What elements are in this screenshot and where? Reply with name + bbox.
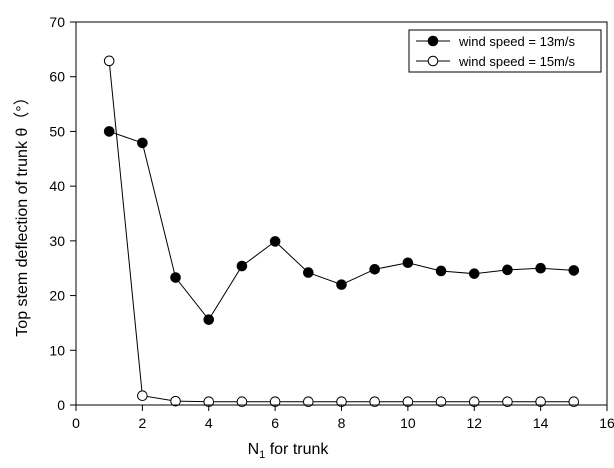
series-1-point	[103, 126, 115, 137]
legend-label-13: wind speed = 13m/s	[458, 34, 575, 49]
x-tick-label: 4	[205, 415, 213, 431]
series-2-point	[568, 396, 580, 408]
legend-label-15: wind speed = 15m/s	[458, 54, 575, 69]
y-tick-label: 70	[49, 14, 65, 30]
series-line-2	[108, 60, 574, 403]
series-1-point	[236, 260, 248, 272]
series-1-point	[203, 314, 215, 325]
series-2-point	[303, 396, 314, 408]
series-1-point	[535, 262, 546, 274]
legend-box	[408, 29, 602, 73]
series-2-point	[236, 396, 248, 408]
x-tick-label: 6	[271, 415, 279, 431]
plot-frame	[75, 21, 608, 406]
x-tick-label: 16	[599, 415, 614, 431]
series-2-point	[103, 55, 115, 67]
series-1-point	[568, 265, 580, 276]
y-tick-label: 20	[49, 288, 65, 304]
series-1-point	[336, 279, 347, 290]
series-2-point	[369, 396, 380, 408]
series-1-point	[170, 272, 181, 283]
y-tick-label: 10	[49, 342, 65, 358]
x-tick-label: 2	[138, 415, 146, 431]
axis-ticks: 0 2 4 6 8 10 12 14 16 0 10 20 30 40 50 60 70	[49, 14, 614, 431]
x-tick-label: 14	[533, 415, 549, 431]
y-tick-label: 60	[49, 69, 65, 85]
series-layer	[103, 55, 580, 408]
x-tick-label: 10	[400, 415, 416, 431]
y-axis-title: Top stem deflection of trunk θ（°）	[13, 89, 31, 336]
x-axis-title: N1 for trunk	[248, 441, 330, 461]
series-1-point	[402, 257, 414, 269]
series-1-point	[303, 267, 314, 278]
series-1-point	[502, 264, 513, 276]
series-1-point	[468, 268, 480, 279]
series-2-point	[137, 390, 148, 401]
legend: wind speed = 13m/s wind speed = 15m/s	[408, 29, 602, 73]
y-tick-label: 0	[57, 397, 65, 413]
series-1-point	[435, 265, 447, 277]
series-line-1	[109, 130, 574, 321]
legend-marker-15	[427, 55, 439, 67]
series-1-point	[137, 137, 148, 149]
y-tick-label: 50	[49, 123, 65, 139]
x-tick-label: 12	[466, 415, 482, 431]
x-tick-label: 0	[72, 415, 80, 431]
series-2-point	[170, 395, 181, 407]
series-1-point	[269, 236, 281, 247]
series-2-point	[435, 396, 447, 408]
y-tick-label: 40	[49, 178, 65, 194]
x-tick-label: 8	[338, 415, 346, 431]
legend-marker-13	[427, 35, 439, 47]
y-tick-label: 30	[49, 233, 65, 249]
series-2-point	[502, 396, 513, 408]
series-1-point	[369, 264, 380, 275]
